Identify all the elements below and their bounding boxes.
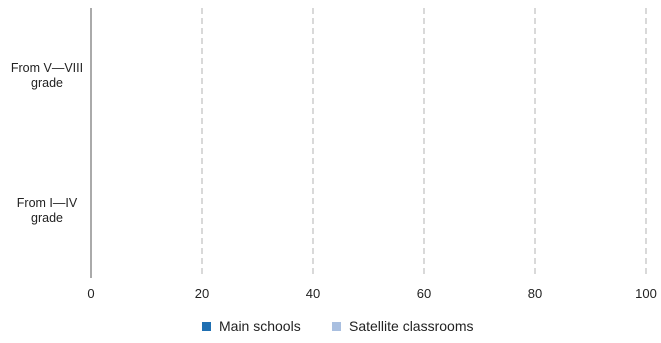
legend: Main schools Satellite classrooms bbox=[202, 318, 474, 334]
legend-label-0: Main schools bbox=[219, 318, 301, 334]
category-label-line: grade bbox=[31, 211, 63, 225]
x-tick-label-40: 40 bbox=[306, 286, 320, 301]
x-tick-label-80: 80 bbox=[528, 286, 542, 301]
legend-swatch-0 bbox=[202, 322, 211, 331]
x-tick-labels: 0 20 40 60 80 100 bbox=[87, 286, 656, 301]
category-label-1: From I—IV grade bbox=[17, 196, 78, 225]
category-label-0: From V—VIII grade bbox=[11, 61, 83, 90]
x-tick-label-0: 0 bbox=[87, 286, 94, 301]
category-label-line: From V—VIII bbox=[11, 61, 83, 75]
category-label-line: grade bbox=[31, 76, 63, 90]
gridlines bbox=[201, 8, 647, 278]
x-tick-label-100: 100 bbox=[635, 286, 657, 301]
category-label-line: From I—IV bbox=[17, 196, 78, 210]
legend-label-1: Satellite classrooms bbox=[349, 318, 474, 334]
x-tick-label-20: 20 bbox=[195, 286, 209, 301]
legend-swatch-1 bbox=[332, 322, 341, 331]
x-tick-label-60: 60 bbox=[417, 286, 431, 301]
